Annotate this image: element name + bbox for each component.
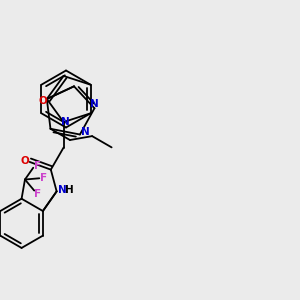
Text: N: N — [61, 117, 70, 127]
Text: N: N — [58, 185, 66, 196]
Text: N: N — [90, 99, 99, 109]
Text: F: F — [34, 161, 41, 171]
Text: F: F — [34, 190, 41, 200]
Text: O: O — [39, 95, 48, 106]
Text: N: N — [81, 127, 90, 137]
Text: F: F — [40, 173, 47, 183]
Text: O: O — [21, 156, 30, 166]
Text: H: H — [65, 185, 74, 196]
